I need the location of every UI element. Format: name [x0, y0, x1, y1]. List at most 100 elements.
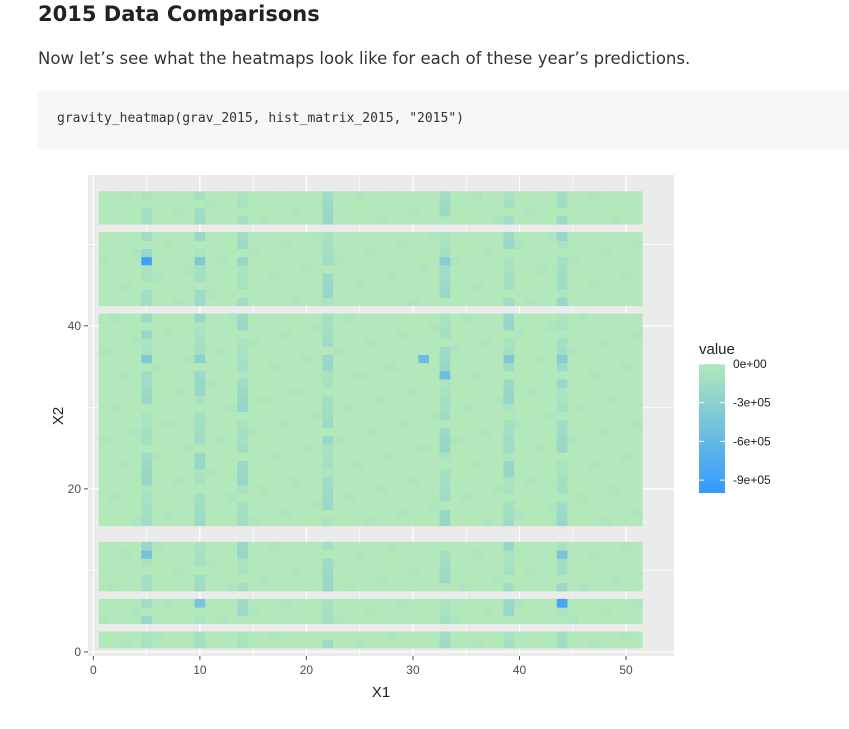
heatmap-cell — [237, 582, 249, 592]
heatmap-cell — [269, 639, 281, 649]
heatmap-cell — [524, 280, 537, 290]
heatmap-cell — [588, 378, 601, 388]
heatmap-cell — [524, 501, 537, 510]
heatmap-cell — [546, 598, 558, 608]
heatmap-cell — [269, 395, 281, 404]
heatmap-cell — [311, 248, 323, 258]
heatmap-cell — [258, 256, 270, 266]
heatmap-cell — [471, 476, 483, 486]
heatmap-cell — [205, 199, 217, 209]
heatmap-cell — [460, 615, 473, 624]
heatmap-cell — [365, 476, 377, 486]
heatmap-cell — [620, 199, 632, 209]
heatmap-cell — [141, 460, 153, 470]
heatmap-cell — [396, 541, 409, 551]
heatmap-cell — [354, 378, 366, 388]
heatmap-cell — [482, 566, 494, 576]
heatmap-cell — [396, 607, 409, 616]
heatmap-cell — [450, 574, 462, 584]
heatmap-cell — [460, 289, 473, 298]
heatmap-cell — [524, 598, 537, 608]
heatmap-cell — [333, 256, 345, 266]
heatmap-cell — [173, 517, 185, 527]
heatmap-cell — [151, 411, 164, 421]
heatmap-cell — [386, 541, 398, 551]
heatmap-cell — [556, 452, 569, 461]
heatmap-cell — [237, 232, 249, 241]
heatmap-cell — [279, 582, 292, 592]
heatmap-cell — [610, 199, 622, 209]
heatmap-cell — [428, 329, 441, 339]
heatmap-cell — [450, 435, 462, 445]
heatmap-cell — [354, 264, 366, 274]
heatmap-cell — [322, 419, 334, 429]
heatmap-cell — [396, 460, 409, 470]
heatmap-cell — [98, 329, 110, 339]
heatmap-cell — [333, 598, 345, 608]
heatmap-cell — [428, 639, 441, 649]
heatmap-cell — [418, 346, 430, 355]
heatmap-cell — [546, 289, 558, 298]
heatmap-cell — [492, 232, 505, 241]
heatmap-cell — [269, 313, 281, 323]
heatmap-cell — [322, 354, 334, 364]
heatmap-cell — [503, 639, 515, 649]
heatmap-cell — [226, 639, 238, 649]
heatmap-cell — [524, 191, 537, 201]
heatmap-cell — [322, 460, 334, 470]
heatmap-cell — [365, 362, 377, 372]
heatmap-cell — [482, 607, 494, 616]
heatmap-cell — [567, 468, 579, 478]
heatmap-cell — [279, 207, 292, 217]
heatmap-cell — [460, 639, 473, 649]
heatmap-cell — [194, 386, 206, 396]
heatmap-cell — [535, 272, 547, 282]
heatmap-cell — [535, 574, 547, 584]
heatmap-cell — [162, 558, 174, 567]
heatmap-cell — [130, 280, 142, 290]
heatmap-cell — [599, 427, 611, 437]
heatmap-cell — [290, 598, 302, 608]
heatmap-cell — [439, 297, 451, 307]
heatmap-cell — [109, 517, 121, 527]
heatmap-cell — [183, 582, 196, 592]
heatmap-cell — [375, 346, 387, 355]
heatmap-cell — [396, 199, 409, 209]
heatmap-cell — [620, 232, 632, 241]
heatmap-cell — [631, 517, 643, 527]
heatmap-cell — [535, 452, 547, 461]
heatmap-cell — [354, 468, 366, 478]
heatmap-cell — [450, 541, 462, 551]
heatmap-cell — [258, 558, 270, 567]
heatmap-cell — [375, 191, 387, 201]
heatmap-cell — [237, 607, 249, 616]
heatmap-cell — [610, 460, 622, 470]
heatmap-cell — [130, 427, 142, 437]
heatmap-cell — [311, 362, 323, 372]
heatmap-cell — [471, 550, 483, 559]
heatmap-cell — [141, 607, 153, 616]
heatmap-cell — [290, 329, 302, 339]
heatmap-cell — [194, 321, 206, 331]
heatmap-cell — [343, 427, 355, 437]
heatmap-cell — [194, 509, 206, 518]
heatmap-cell — [141, 509, 153, 518]
heatmap-cell — [247, 272, 260, 282]
heatmap-cell — [151, 468, 164, 478]
heatmap-cell — [396, 207, 409, 217]
heatmap-cell — [503, 395, 515, 404]
heatmap-cell — [556, 240, 569, 249]
heatmap-cell — [237, 550, 249, 559]
heatmap-cell — [109, 386, 121, 396]
heatmap-cell — [279, 354, 292, 364]
heatmap-cell — [492, 199, 505, 209]
heatmap-cell — [322, 232, 334, 241]
heatmap-cell — [269, 574, 281, 584]
heatmap-cell — [279, 256, 292, 266]
heatmap-cell — [567, 297, 579, 307]
heatmap-cell — [535, 370, 547, 380]
heatmap-cell — [98, 378, 110, 388]
heatmap-cell — [418, 370, 430, 380]
heatmap-cell — [162, 541, 174, 551]
heatmap-cell — [365, 215, 377, 225]
